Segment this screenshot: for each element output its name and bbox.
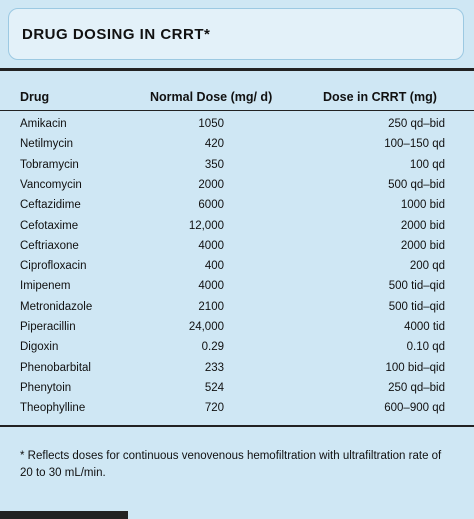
drug: Vancomycin: [20, 178, 82, 191]
crrt-dose: 100–150 qd: [384, 138, 445, 151]
normal-dose: 524: [204, 381, 224, 394]
header-crrt: Dose in CRRT (mg): [323, 90, 437, 104]
crrt-dose: 200 qd: [409, 260, 445, 273]
crrt-dose: 1000 bid: [400, 199, 445, 212]
normal-dose: 720: [204, 402, 224, 415]
title: DRUG DOSING IN CRRT*: [22, 26, 211, 43]
drug: Theophylline: [20, 402, 86, 415]
top-rule: [0, 68, 474, 71]
footnote: * Reflects doses for continuous venoveno…: [20, 450, 442, 479]
crrt-dose: 250 qd–bid: [388, 118, 445, 130]
crrt-dose: 2000 bid: [400, 239, 445, 252]
crrt-dose: 500 tid–qid: [388, 300, 445, 313]
crrt-dose: 250 qd–bid: [388, 381, 445, 394]
normal-dose: 420: [204, 138, 224, 151]
header-normal: Normal Dose (mg/ d): [150, 90, 273, 104]
drug: Ceftazidime: [20, 199, 81, 212]
normal-dose: 2000: [198, 178, 224, 191]
normal-dose: 6000: [198, 199, 224, 212]
normal-dose: 1050: [198, 118, 224, 130]
normal-dose: 24,000: [188, 321, 224, 333]
crrt-dose: 4000 tid: [404, 321, 445, 333]
crrt-dose: 500 tid–qid: [388, 280, 445, 293]
drug: Metronidazole: [20, 300, 93, 313]
crrt-dose: 600–900 qd: [384, 402, 445, 415]
bottom-rule: [0, 425, 474, 427]
normal-dose: 350: [204, 158, 224, 171]
drug: Phenytoin: [20, 381, 72, 394]
drug: Digoxin: [20, 341, 59, 354]
normal-dose: 2100: [198, 300, 224, 313]
figure-strip: [0, 511, 128, 519]
drug: Piperacillin: [20, 321, 76, 333]
drug: Tobramycin: [20, 158, 79, 171]
crrt-dose: 0.10 qd: [406, 341, 445, 354]
normal-dose: 4000: [198, 239, 224, 252]
title-box: [8, 8, 464, 60]
drug: Ciprofloxacin: [20, 260, 87, 273]
normal-dose: 400: [204, 260, 224, 273]
crrt-dose: 2000 bid: [400, 219, 445, 232]
normal-dose: 0.29: [201, 341, 224, 354]
drug: Netilmycin: [20, 138, 74, 151]
crrt-dose: 500 qd–bid: [388, 178, 445, 191]
crrt-dose: 100 bid–qid: [385, 361, 445, 374]
crrt-dose: 100 qd: [409, 158, 445, 171]
normal-dose: 233: [204, 361, 224, 374]
header-rule: [0, 110, 474, 111]
header-drug: Drug: [20, 90, 50, 104]
normal-dose: 12,000: [188, 219, 224, 232]
drug: Amikacin: [20, 118, 67, 130]
normal-dose: 4000: [198, 280, 224, 293]
drug: Imipenem: [20, 280, 71, 293]
drug: Cefotaxime: [20, 219, 79, 232]
drug: Phenobarbital: [20, 361, 91, 374]
drug: Ceftriaxone: [20, 239, 79, 252]
